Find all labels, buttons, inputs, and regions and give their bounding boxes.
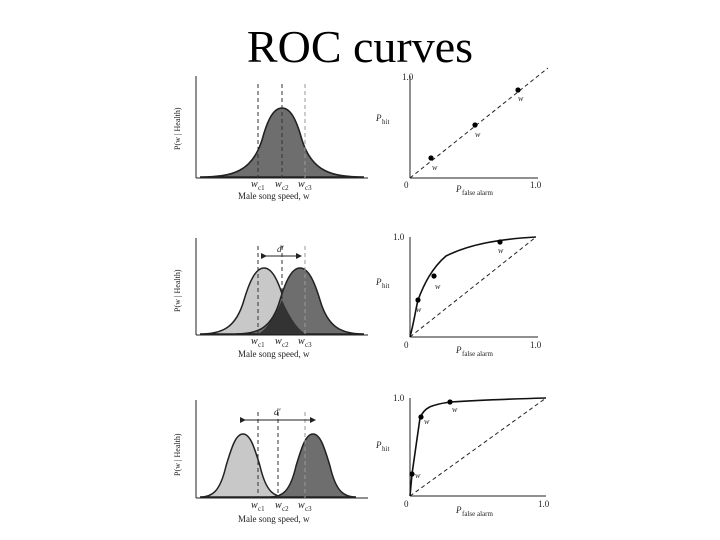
roc-y-sub: hit (382, 118, 389, 126)
y-axis-label: P(w | Health) (173, 269, 182, 312)
x-axis-label: Male song speed, w (238, 191, 310, 201)
roc-origin-tick: 0 (404, 340, 409, 350)
roc-point-label-1: w (518, 94, 524, 103)
threshold-label-1: w (251, 179, 258, 190)
threshold-sub-1: c1 (258, 341, 265, 349)
roc-chance-line (409, 67, 549, 179)
roc-chance-line (409, 397, 547, 497)
threshold-label-3: w (298, 500, 305, 511)
slide-title: ROC curves (246, 21, 474, 72)
roc-point-3 (447, 399, 453, 405)
roc-panel-1: 1.0 0 1.0 P hit P false alarm w w w (375, 67, 549, 197)
roc-point-label-3: w (415, 471, 421, 480)
distribution-panel-3: d' P(w | Health) w c1 w c2 w c3 Male son… (173, 400, 368, 524)
threshold-label-1: w (251, 500, 258, 511)
roc-curve (409, 236, 537, 338)
distribution-panel-1: P(w | Health) w c1 w c2 w c3 Male song s… (173, 76, 368, 201)
roc-x-sub: false alarm (462, 510, 493, 518)
roc-point-2 (472, 122, 478, 128)
roc-x-label: P (455, 184, 462, 194)
roc-x-tick-right: 1.0 (530, 180, 542, 190)
roc-y-sub: hit (382, 445, 389, 453)
roc-point-label-2: w (475, 130, 481, 139)
no-health-distribution (199, 433, 287, 498)
roc-origin-tick: 0 (404, 499, 409, 509)
roc-point-label-1: w (498, 246, 504, 255)
threshold-sub-1: c1 (258, 505, 265, 513)
roc-x-tick-right: 1.0 (538, 499, 550, 509)
x-axis-label: Male song speed, w (238, 514, 310, 524)
threshold-label-3: w (298, 336, 305, 347)
health-distribution (269, 433, 357, 498)
distribution-panel-2: d' P(w | Health) w c1 w c2 w c3 Male son… (173, 238, 368, 359)
roc-point-1 (409, 471, 415, 477)
threshold-label-1: w (251, 336, 258, 347)
d-prime-label: d' (274, 407, 282, 417)
roc-point-2 (418, 414, 424, 420)
y-axis-label: P(w | Health) (173, 433, 182, 476)
roc-y-tick-top: 1.0 (393, 232, 405, 242)
health-distribution (235, 267, 365, 335)
roc-point-1 (415, 297, 421, 303)
roc-panel-3: 1.0 0 1.0 P hit P false alarm w w w (375, 393, 550, 518)
threshold-label-2: w (275, 179, 282, 190)
threshold-sub-1: c1 (258, 184, 265, 192)
roc-panel-2: 1.0 0 1.0 P hit P false alarm w w w (375, 232, 542, 358)
roc-point-1 (428, 155, 434, 161)
roc-x-label: P (455, 345, 462, 355)
roc-x-label: P (455, 505, 462, 515)
roc-y-tick-top: 1.0 (402, 72, 414, 82)
threshold-label-2: w (275, 500, 282, 511)
roc-y-sub: hit (382, 282, 389, 290)
threshold-sub-2: c2 (282, 341, 289, 349)
roc-point-label-3: w (416, 305, 422, 314)
roc-x-sub: false alarm (462, 350, 493, 358)
roc-point-3 (515, 87, 521, 93)
roc-x-sub: false alarm (462, 189, 493, 197)
roc-point-label-2: w (435, 282, 441, 291)
roc-origin-tick: 0 (404, 180, 409, 190)
threshold-label-2: w (275, 336, 282, 347)
roc-point-3 (497, 239, 503, 245)
threshold-sub-2: c2 (282, 184, 289, 192)
roc-y-label: P (375, 113, 382, 123)
y-axis-label: P(w | Health) (173, 107, 182, 150)
roc-point-label-3: w (432, 163, 438, 172)
x-axis-label: Male song speed, w (238, 349, 310, 359)
roc-y-label: P (375, 440, 382, 450)
threshold-sub-2: c2 (282, 505, 289, 513)
roc-chance-line (409, 236, 537, 338)
roc-y-tick-top: 1.0 (393, 393, 405, 403)
roc-x-tick-right: 1.0 (530, 340, 542, 350)
d-prime-label: d' (277, 244, 285, 254)
threshold-label-3: w (298, 179, 305, 190)
roc-point-2 (431, 273, 437, 279)
threshold-sub-3: c3 (305, 341, 312, 349)
roc-point-label-1: w (452, 405, 458, 414)
threshold-sub-3: c3 (305, 184, 312, 192)
threshold-sub-3: c3 (305, 505, 312, 513)
roc-point-label-2: w (424, 417, 430, 426)
roc-y-label: P (375, 277, 382, 287)
